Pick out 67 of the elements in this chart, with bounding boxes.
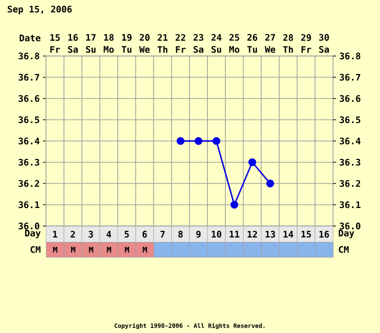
y2-tick-label: 36.6 [340, 95, 360, 102]
y-tick-label: 36.4 [18, 138, 40, 144]
x2-tick-label: 15 Fr [50, 34, 60, 53]
x-tick-label: 12 [248, 230, 257, 238]
y-tick-label: 36.5 [18, 116, 40, 124]
x2-axis-title: Date [20, 34, 40, 42]
text: CM [338, 246, 349, 253]
y-tick-label: 36.7 [18, 74, 40, 81]
category-label: M [53, 246, 58, 253]
text: CM [30, 246, 40, 253]
x2-tick-label: 28 Th [283, 34, 294, 53]
x-tick-label: 1 [53, 230, 58, 238]
category-label: M [124, 246, 130, 253]
category-label: M [71, 246, 76, 253]
x-tick-label: 16 [319, 230, 329, 238]
point [230, 200, 238, 209]
x2-tick-label: 30 Sa [319, 34, 329, 53]
y2-tick-label: 36.3 [340, 158, 360, 166]
x2-tick-label: 22 Fr [176, 34, 186, 53]
x2-tick-label: 19 Tu [122, 34, 132, 53]
x2-tick-label: 16 Sa [68, 34, 78, 53]
point [248, 158, 256, 166]
x-tick-label: 11 [230, 230, 240, 238]
category-label: M [89, 246, 94, 253]
text: Day [338, 230, 354, 238]
y2-tick-label: 36.4 [340, 138, 360, 144]
x2-tick-label: 20 We [139, 34, 150, 53]
x2-tick-label: 24 Su [211, 34, 222, 53]
y2-tick-label: 36.5 [340, 116, 360, 124]
y2-tick-label: 36.1 [340, 201, 360, 208]
x-axis-title: Day [25, 230, 41, 238]
x-tick-label: 15 [302, 230, 311, 238]
y2-tick-label: 36.7 [340, 74, 360, 81]
x-tick-label: 3 [88, 230, 93, 238]
x-tick-label: 2 [70, 230, 75, 238]
y-tick-label: 36.6 [18, 95, 40, 102]
x-tick-label: 6 [142, 230, 147, 238]
x-tick-label: 14 [284, 230, 294, 238]
x2-tick-label: 21 Th [158, 34, 168, 53]
x2-tick-label: 17 Su [86, 34, 96, 53]
x-tick-label: 4 [106, 230, 112, 238]
x2-tick-label: 29 Fr [301, 34, 312, 53]
x2-tick-label: 23 Sa [194, 34, 204, 53]
x2-tick-label: 25 Mo [229, 34, 240, 53]
y-tick-label: 36.0 [18, 222, 40, 230]
y-tick-label: 36.3 [18, 158, 40, 166]
x-tick-label: 9 [196, 230, 201, 238]
chart-title: Sep 15, 2006 [8, 6, 72, 14]
point [176, 137, 184, 145]
point [194, 137, 202, 145]
x-tick-label: 10 [212, 230, 222, 238]
x2-tick-label: 27 We [264, 34, 276, 53]
y2-tick-label: 36.2 [340, 180, 360, 187]
x-tick-label: 5 [124, 230, 129, 238]
point [266, 180, 274, 188]
x-tick-label: 13 [266, 230, 276, 238]
y2-tick-label: 36.8 [340, 52, 360, 60]
x-tick-label: 8 [178, 230, 183, 238]
category-label: M [106, 246, 112, 253]
y2-tick-label: 36.0 [340, 222, 360, 230]
x2-tick-label: 26 Tu [247, 34, 258, 53]
y-tick-label: 36.1 [18, 201, 40, 208]
x-tick-label: 7 [160, 230, 165, 238]
y-tick-label: 36.8 [18, 52, 40, 60]
y-tick-label: 36.2 [18, 180, 40, 187]
x2-tick-label: 18 Mo [104, 34, 114, 53]
point [212, 137, 220, 145]
